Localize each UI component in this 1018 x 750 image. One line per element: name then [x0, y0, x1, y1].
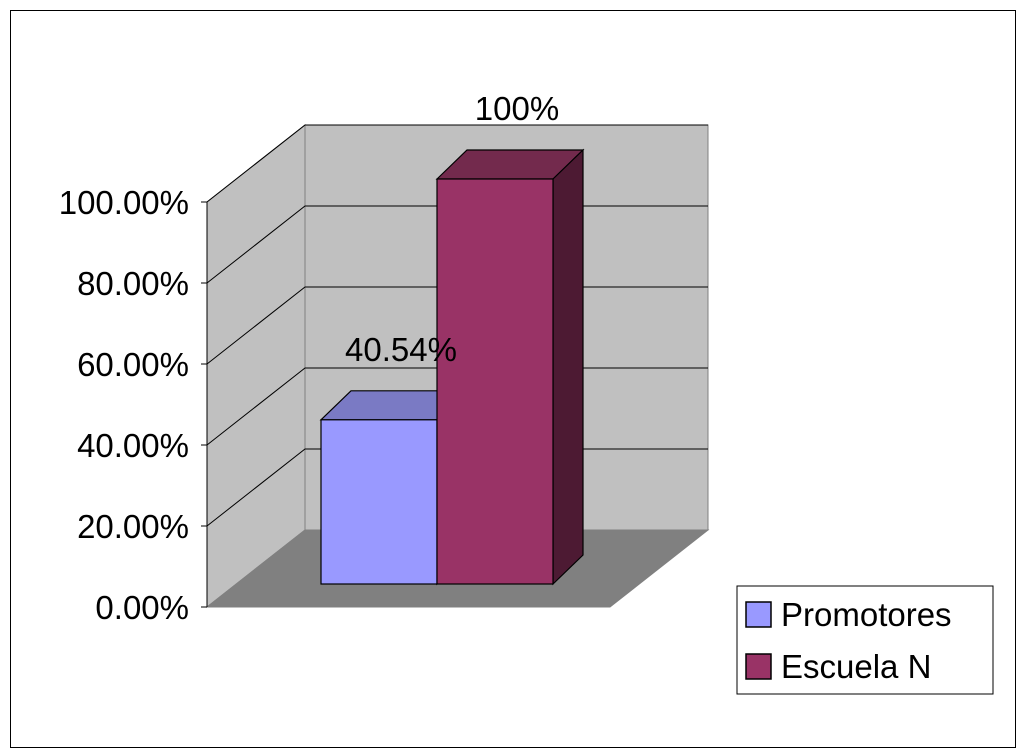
y-tick-label: 80.00%: [77, 265, 189, 302]
legend-swatch: [745, 601, 772, 628]
y-tick-label: 40.00%: [77, 427, 189, 464]
y-tick-label: 60.00%: [77, 346, 189, 383]
legend-box: [736, 585, 994, 695]
legend-swatch: [745, 653, 772, 680]
y-tick-label: 20.00%: [77, 508, 189, 545]
gridline: [206, 124, 708, 203]
bar: [436, 178, 554, 585]
left-wall: [206, 123, 306, 609]
bar: [320, 419, 438, 585]
y-tick-label: 100.00%: [59, 184, 189, 221]
bar-side: [552, 148, 584, 586]
data-label: 100%: [475, 90, 559, 127]
data-label: 40.54%: [345, 331, 457, 368]
legend-label: Escuela N: [781, 648, 931, 685]
y-tick-label: 0.00%: [95, 589, 189, 626]
legend-label: Promotores: [781, 596, 952, 633]
